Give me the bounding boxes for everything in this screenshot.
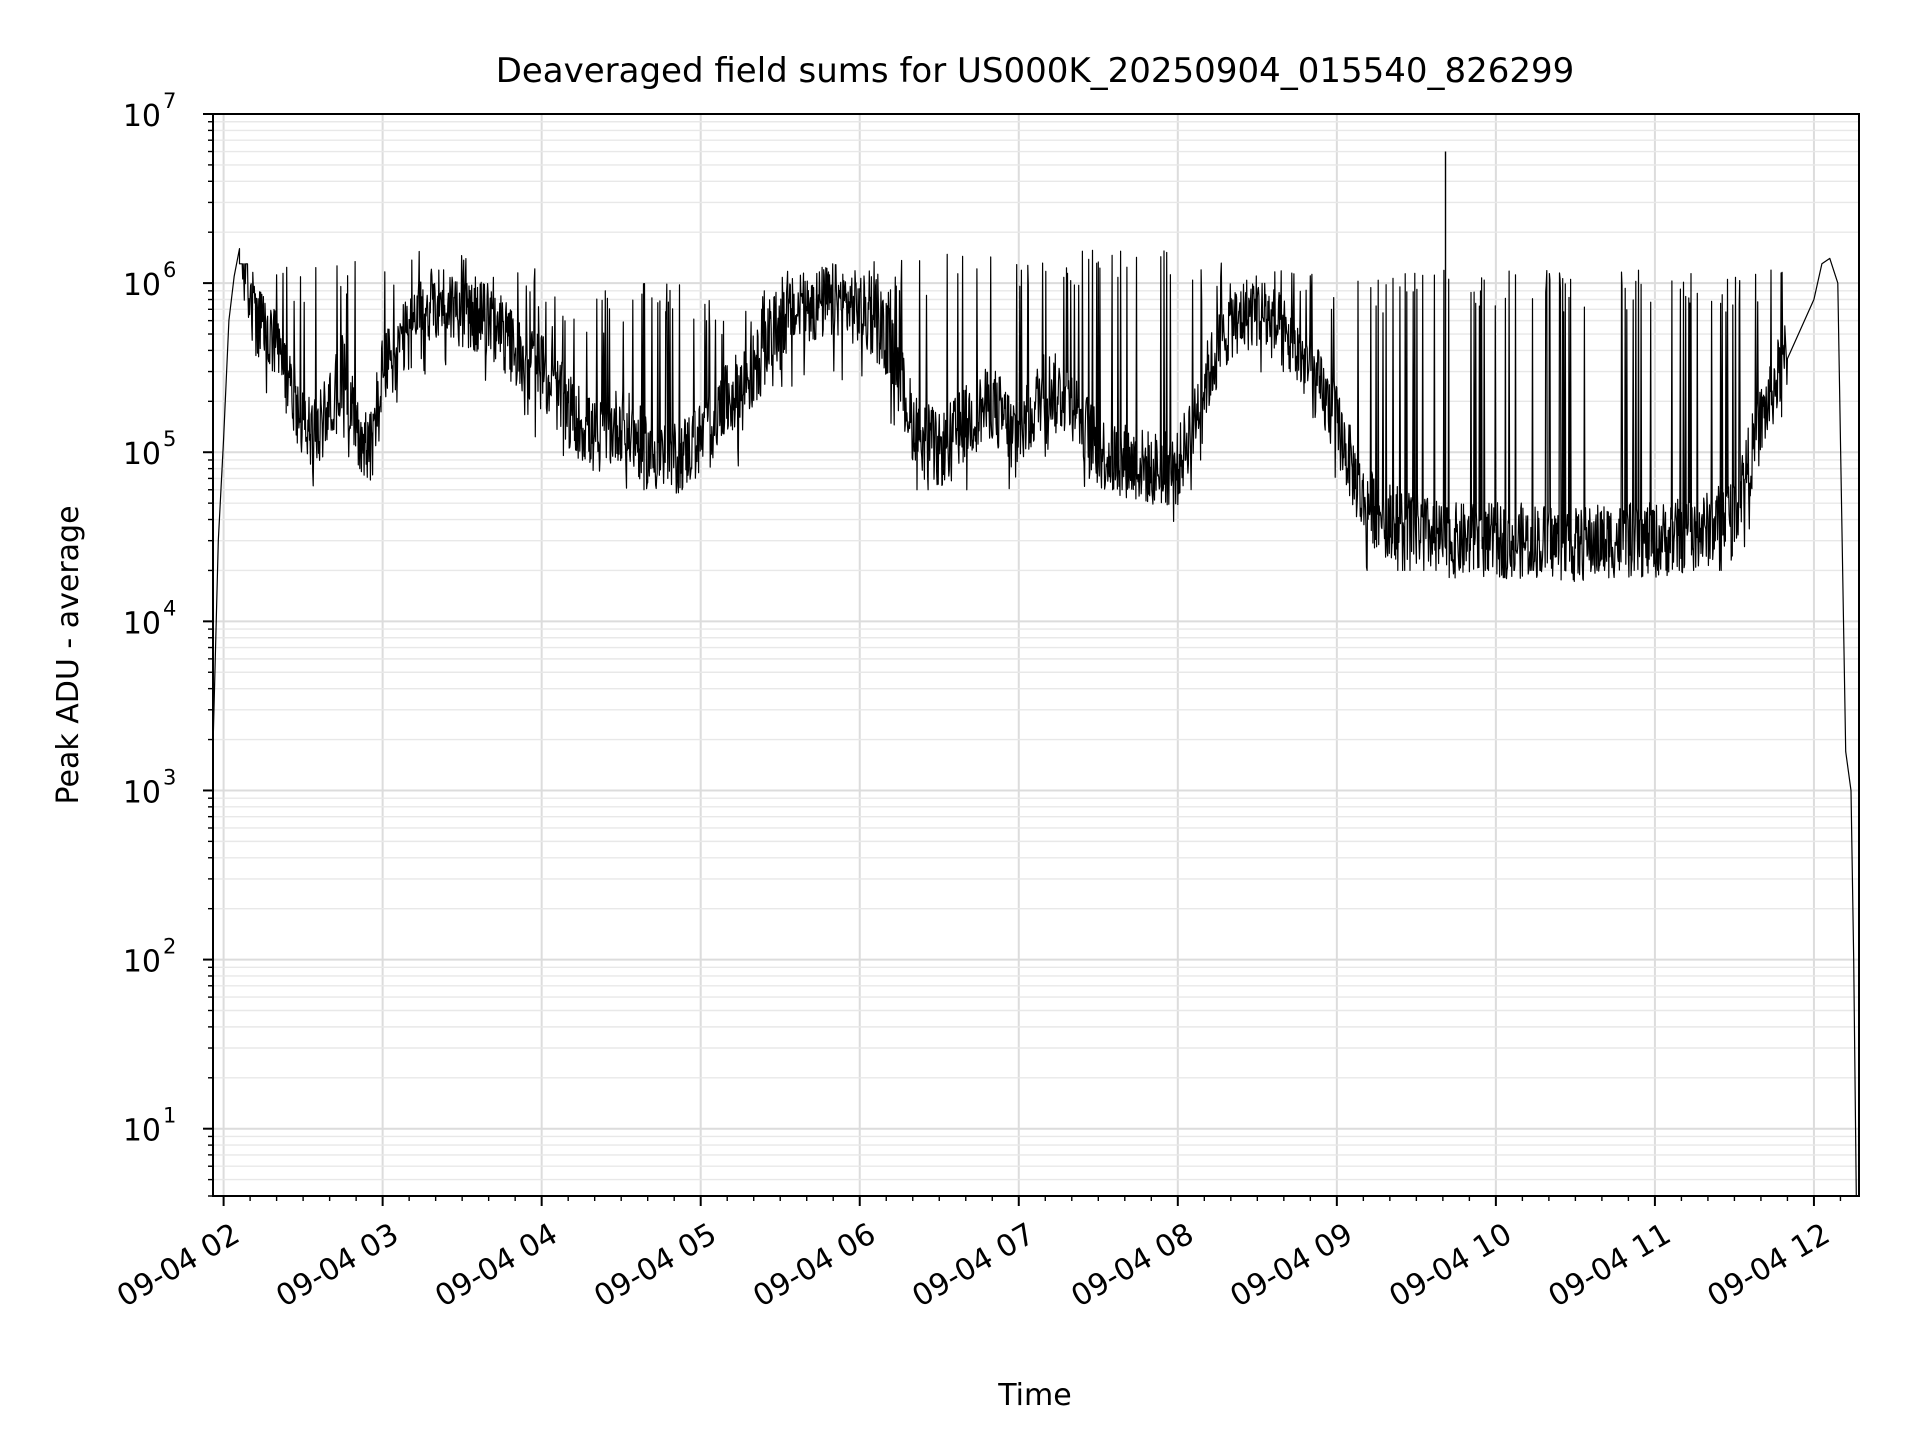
x-axis-title: Time bbox=[997, 1378, 1071, 1413]
y-axis-title: Peak ADU - average bbox=[51, 505, 86, 804]
x-tick-label: 09-04 11 bbox=[1543, 1217, 1677, 1315]
x-tick-label: 09-04 04 bbox=[429, 1217, 563, 1315]
y-tick-exponent: 7 bbox=[163, 89, 176, 113]
y-tick-label: 10 bbox=[123, 437, 161, 472]
y-tick-exponent: 4 bbox=[163, 596, 176, 620]
plot-frame bbox=[212, 113, 1860, 1197]
y-tick-label: 10 bbox=[123, 1114, 161, 1149]
x-tick-label: 09-04 05 bbox=[588, 1217, 722, 1315]
y-tick-label: 10 bbox=[123, 945, 161, 980]
y-tick-label: 10 bbox=[123, 99, 161, 134]
x-axis: 09-04 02 09-04 03 09-04 04 09-04 05 09-04 06… bbox=[111, 1196, 1842, 1315]
x-tick-label: 09-04 02 bbox=[111, 1217, 245, 1315]
x-tick-label: 09-04 12 bbox=[1702, 1217, 1836, 1315]
y-tick-label: 10 bbox=[123, 606, 161, 641]
x-tick-label: 09-04 08 bbox=[1065, 1217, 1199, 1315]
y-tick-label: 10 bbox=[123, 268, 161, 303]
x-tick-label: 09-04 06 bbox=[747, 1217, 881, 1315]
chart-title: Deaveraged field sums for US000K_2025090… bbox=[496, 51, 1575, 91]
x-tick-label: 09-04 09 bbox=[1225, 1217, 1359, 1315]
y-grid-lines bbox=[213, 121, 1859, 1197]
y-tick-exponent: 5 bbox=[163, 427, 176, 451]
y-tick-exponent: 2 bbox=[163, 935, 176, 959]
y-tick-exponent: 3 bbox=[163, 765, 176, 789]
series-line bbox=[212, 248, 1857, 1197]
x-tick-label: 09-04 03 bbox=[270, 1217, 404, 1315]
y-tick-exponent: 6 bbox=[163, 258, 176, 282]
y-tick-exponent: 1 bbox=[163, 1104, 176, 1128]
x-grid-lines bbox=[222, 114, 1815, 1196]
x-tick-label: 09-04 07 bbox=[906, 1217, 1040, 1315]
series-group bbox=[212, 151, 1857, 1197]
y-tick-label: 10 bbox=[123, 775, 161, 810]
x-tick-label: 09-04 10 bbox=[1384, 1217, 1518, 1315]
